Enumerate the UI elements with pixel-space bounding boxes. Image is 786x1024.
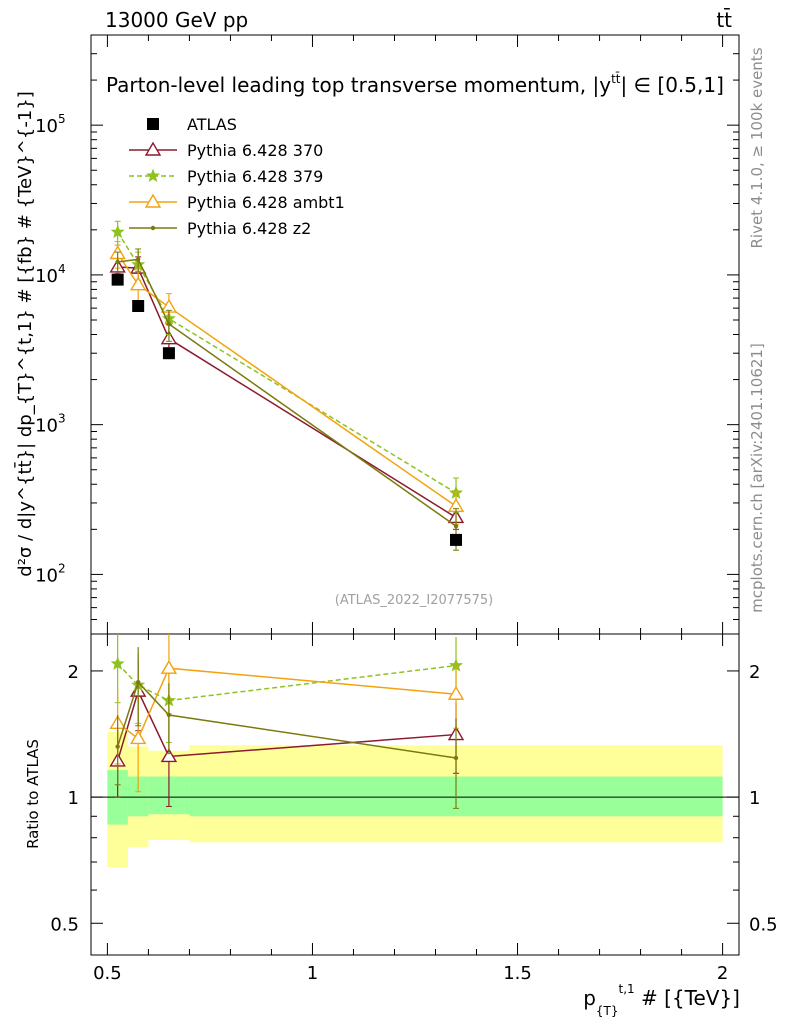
- series-line-z2: [117, 258, 457, 527]
- main-panel: Parton-level leading top transverse mome…: [14, 34, 740, 635]
- x-tick-label: 1.5: [503, 963, 532, 984]
- legend-label-z2: Pythia 6.428 z2: [187, 219, 311, 238]
- legend-label-ambt1: Pythia 6.428 ambt1: [187, 193, 345, 212]
- y-tick-exponent: 2: [58, 561, 66, 575]
- ratio-point-z2: [115, 744, 120, 749]
- energy-label: 13000 GeV pp: [105, 8, 248, 32]
- y-tick-exponent: 4: [58, 262, 66, 276]
- series-line-p370: [117, 266, 457, 519]
- series-line-ambt1: [117, 253, 457, 507]
- ratio-frame: [90, 633, 740, 956]
- legend-label-atlas: ATLAS: [187, 115, 237, 134]
- y-tick-exponent: 3: [58, 412, 66, 426]
- point-z2: [453, 523, 459, 529]
- ratio-point-ambt1: [160, 659, 178, 674]
- x-tick-label: 0.5: [93, 963, 122, 984]
- legend: ATLAS Pythia 6.428 370 Pythia 6.428 379 Pyt…: [129, 115, 345, 238]
- ratio-tick-label-right: 0.5: [749, 914, 778, 935]
- ratio-panel: Ratio to ATLAS 0.5 1 1.5 2 0.5 0.5 1 1 2 2: [24, 633, 778, 984]
- ratio-point-z2: [453, 755, 459, 761]
- analysis-watermark: (ATLAS_2022_I2077575): [335, 593, 493, 608]
- legend-label-p370: Pythia 6.428 370: [187, 141, 323, 160]
- ratio-point-z2: [135, 680, 141, 685]
- point-z2: [166, 321, 172, 327]
- y-tick-label: 10: [35, 416, 58, 437]
- main-ylabel: d²σ / d|y^{tt̄}| dp_{T}^{t,1} # [{fb} # …: [14, 91, 36, 576]
- ratio-tick-label: 2: [68, 662, 79, 683]
- plot-title: Parton-level leading top transverse mome…: [106, 72, 724, 97]
- legend-label-p379: Pythia 6.428 379: [187, 167, 323, 186]
- point-atlas: [450, 533, 463, 546]
- ratio-line-p379: [117, 663, 457, 702]
- ratio-band-inner: [127, 776, 149, 817]
- y-tick-exponent: 5: [58, 112, 66, 126]
- point-z2: [115, 259, 120, 265]
- x-tick-label: 1: [307, 963, 318, 984]
- ratio-point-ambt1: [447, 685, 465, 700]
- ratio-ylabel: Ratio to ATLAS: [24, 739, 42, 849]
- ratio-tick-label-right: 2: [749, 662, 760, 683]
- legend-marker-ambt1: [144, 193, 162, 208]
- point-atlas: [111, 273, 124, 286]
- y-tick-label: 10: [35, 266, 58, 287]
- x-tick-label: 2: [717, 963, 728, 984]
- point-ambt1: [129, 276, 147, 291]
- ratio-tick-label: 1: [68, 788, 79, 809]
- series-line-p379: [117, 231, 457, 494]
- ratio-line-p370: [116, 689, 457, 762]
- process-label: tt̄: [716, 7, 732, 32]
- legend-marker-p370: [144, 141, 162, 156]
- legend-marker-p379: [146, 168, 160, 183]
- legend-marker-z2: [150, 225, 156, 231]
- ratio-line-ambt1: [117, 667, 457, 740]
- x-axis-label: p{T}t,1 # [{TeV}]: [583, 982, 740, 1018]
- point-atlas: [162, 347, 175, 360]
- ratio-point-ambt1: [129, 730, 147, 745]
- ratio-point-p370: [160, 748, 178, 763]
- ratio-point-z2: [166, 712, 172, 718]
- point-p379: [110, 224, 125, 239]
- legend-marker-atlas: [147, 118, 159, 130]
- y-tick-label: 10: [35, 116, 58, 137]
- rivet-label: Rivet 4.1.0, ≥ 100k events: [748, 47, 766, 248]
- mcplots-label: mcplots.cern.ch [arXiv:2401.10621]: [748, 343, 766, 613]
- ratio-line-z2: [116, 680, 457, 759]
- y-tick-label: 10: [35, 565, 58, 586]
- ratio-tick-label-right: 1: [749, 788, 760, 809]
- ratio-tick-label: 0.5: [50, 914, 79, 935]
- point-z2: [135, 257, 141, 262]
- point-atlas: [132, 299, 145, 312]
- ratio-point-p379: [110, 656, 125, 670]
